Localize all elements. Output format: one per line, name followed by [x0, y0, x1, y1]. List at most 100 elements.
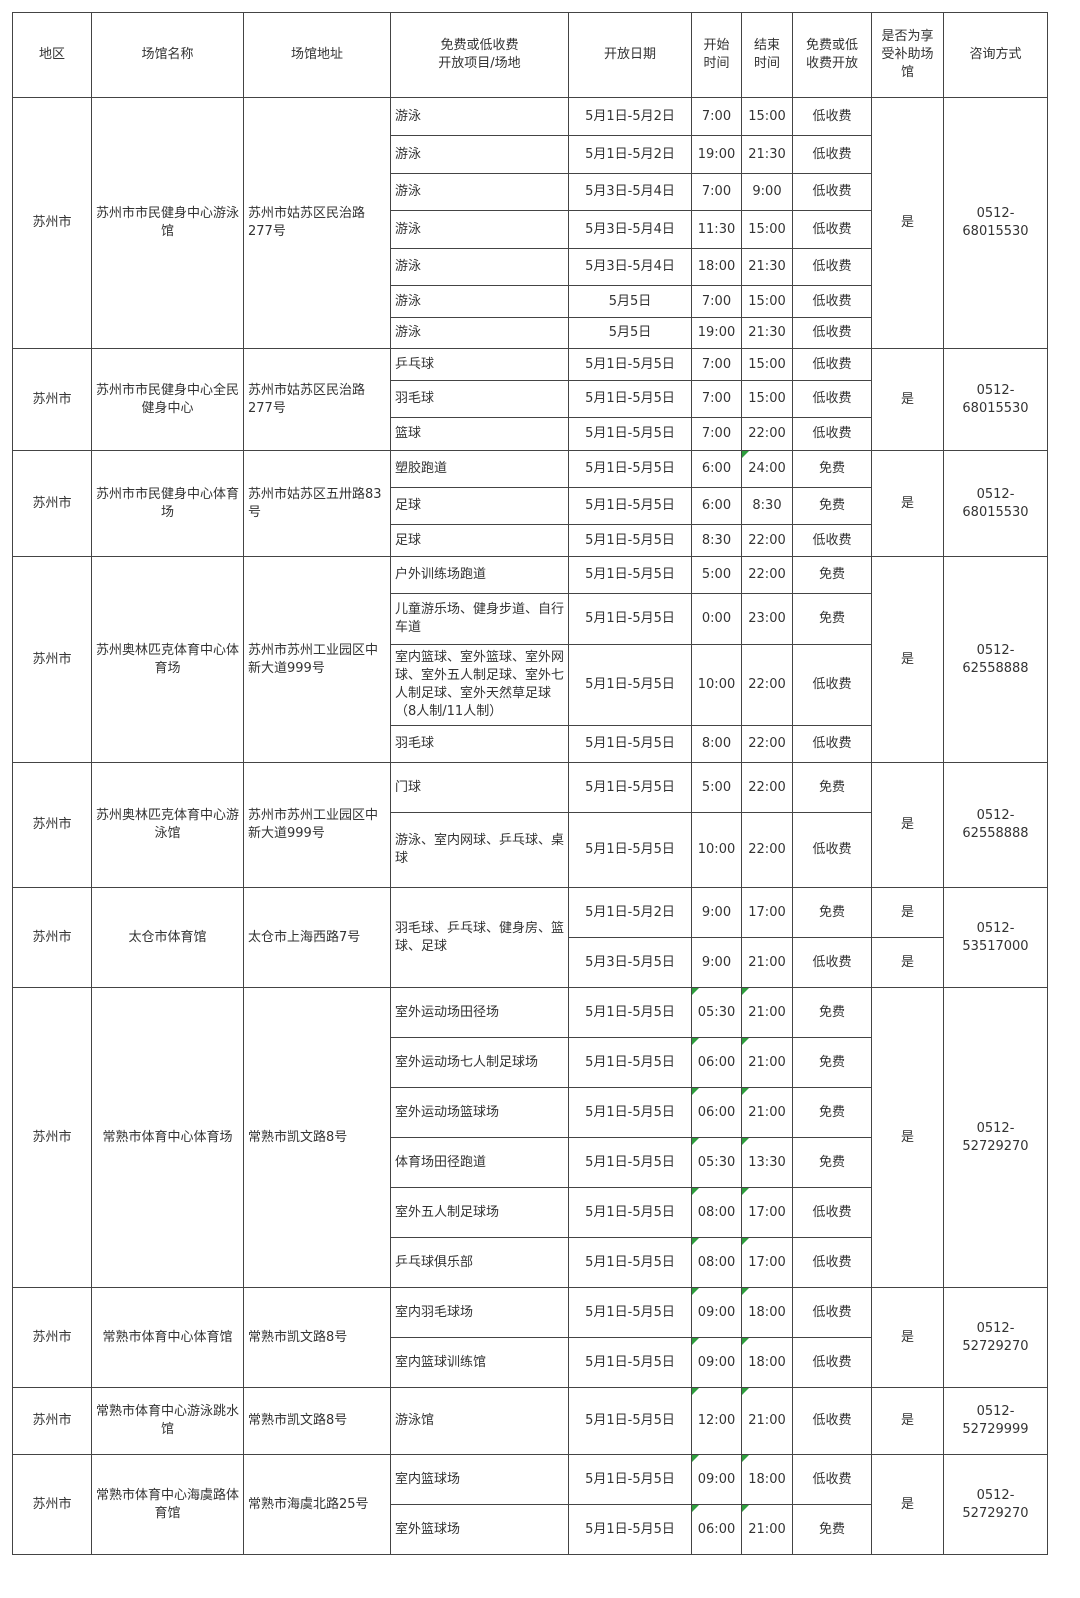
end-time-cell: 21:00	[741, 1387, 793, 1455]
venue-name-cell: 苏州市市民健身中心游泳馆	[91, 97, 244, 349]
address-cell: 常熟市凯文路8号	[243, 987, 391, 1288]
date-cell: 5月1日-5月5日	[568, 1504, 692, 1555]
fee-type-cell: 免费	[792, 887, 872, 938]
date-cell: 5月1日-5月5日	[568, 987, 692, 1038]
fee-type-cell: 低收费	[792, 173, 872, 211]
item-cell: 室内篮球、室外篮球、室外网球、室外五人制足球、室外七人制足球、室外天然草足球 （…	[390, 644, 569, 726]
start-time-cell: 6:00	[691, 487, 742, 525]
item-cell: 门球	[390, 762, 569, 813]
date-cell: 5月1日-5月5日	[568, 644, 692, 726]
header-fee-type: 免费或低 收费开放	[792, 12, 872, 98]
end-time-cell: 18:00	[741, 1337, 793, 1388]
fee-type-cell: 低收费	[792, 937, 872, 988]
start-time-cell: 06:00	[691, 1504, 742, 1555]
item-cell: 室外运动场篮球场	[390, 1087, 569, 1138]
table-row: 游泳、室内网球、乒乓球、桌球 5月1日-5月5日 10:00 22:00 低收费	[13, 812, 1048, 888]
table-row: 游泳 5月5日 19:00 21:30 低收费	[13, 317, 1048, 349]
end-time-cell: 17:00	[741, 1187, 793, 1238]
venue-name-cell: 太仓市体育馆	[91, 887, 244, 988]
end-time-cell: 24:00	[741, 450, 793, 488]
address-cell: 常熟市凯文路8号	[243, 1387, 391, 1455]
address-cell: 苏州市苏州工业园区中新大道999号	[243, 762, 391, 888]
table-row: 苏州市 苏州奥林匹克体育中心游泳馆 苏州市苏州工业园区中新大道999号 门球 5月1日-…	[12, 762, 1048, 888]
item-cell: 羽毛球	[390, 380, 569, 418]
item-cell: 室外篮球场	[390, 1504, 569, 1555]
table-row: 游泳 5月3日-5月4日 18:00 21:30 低收费	[13, 248, 1048, 286]
item-cell: 室外运动场田径场	[390, 987, 569, 1038]
fee-type-cell: 低收费	[792, 1454, 872, 1505]
item-cell: 篮球	[390, 417, 569, 451]
region-cell: 苏州市	[12, 450, 92, 557]
region-cell: 苏州市	[12, 556, 92, 763]
date-cell: 5月1日-5月5日	[568, 1037, 692, 1088]
start-time-cell: 9:00	[691, 937, 742, 988]
start-time-cell: 8:30	[691, 524, 742, 557]
start-time-cell: 7:00	[691, 348, 742, 381]
table-row: 室内篮球、室外篮球、室外网球、室外五人制足球、室外七人制足球、室外天然草足球 （…	[13, 644, 1048, 726]
item-cell: 室外运动场七人制足球场	[390, 1037, 569, 1088]
item-cell: 游泳	[390, 97, 569, 136]
start-time-cell: 9:00	[691, 887, 742, 938]
table-row: 苏州市 苏州市市民健身中心全民健身中心 苏州市姑苏区民治路277号 乒乓球 5月1日-5…	[12, 348, 1048, 451]
date-cell: 5月1日-5月2日	[568, 135, 692, 174]
end-time-cell: 22:00	[741, 644, 793, 726]
date-cell: 5月1日-5月5日	[568, 593, 692, 645]
start-time-cell: 7:00	[691, 97, 742, 136]
header-items: 免费或低收费 开放项目/场地	[390, 12, 569, 98]
contact-cell: 0512-68015530	[943, 348, 1048, 451]
item-cell: 羽毛球	[390, 725, 569, 763]
fee-type-cell: 免费	[792, 487, 872, 525]
venue-name-cell: 苏州市市民健身中心全民健身中心	[91, 348, 244, 451]
date-cell: 5月1日-5月5日	[568, 762, 692, 813]
item-cell: 羽毛球、乒乓球、健身房、篮球、足球	[390, 887, 569, 988]
end-time-cell: 18:00	[741, 1454, 793, 1505]
contact-cell: 0512-52729270	[943, 1454, 1048, 1555]
venue-name-cell: 苏州市市民健身中心体育场	[91, 450, 244, 557]
venue-name-cell: 常熟市体育中心海虞路体育馆	[91, 1454, 244, 1555]
subsidized-cell: 是	[871, 937, 944, 988]
start-time-cell: 09:00	[691, 1454, 742, 1505]
region-cell: 苏州市	[12, 1287, 92, 1388]
date-cell: 5月1日-5月5日	[568, 450, 692, 488]
fee-type-cell: 免费	[792, 987, 872, 1038]
fee-type-cell: 低收费	[792, 135, 872, 174]
start-time-cell: 06:00	[691, 1037, 742, 1088]
fee-type-cell: 免费	[792, 1137, 872, 1188]
subsidized-cell: 是	[871, 348, 944, 451]
subsidized-cell: 是	[871, 1454, 944, 1555]
subsidized-cell: 是	[871, 450, 944, 557]
contact-cell: 0512-53517000	[943, 887, 1048, 988]
header-end-time: 结束 时间	[741, 12, 793, 98]
venue-name-cell: 常熟市体育中心体育场	[91, 987, 244, 1288]
table-row: 羽毛球 5月1日-5月5日 8:00 22:00 低收费	[13, 725, 1048, 763]
table-row: 室内篮球训练馆 5月1日-5月5日 09:00 18:00 低收费	[13, 1337, 1048, 1388]
region-cell: 苏州市	[12, 1387, 92, 1455]
contact-cell: 0512-62558888	[943, 556, 1048, 763]
table-row: 苏州市 太仓市体育馆 太仓市上海西路7号 羽毛球、乒乓球、健身房、篮球、足球 5月1日-…	[12, 887, 1048, 988]
start-time-cell: 8:00	[691, 725, 742, 763]
address-cell: 苏州市姑苏区五卅路83号	[243, 450, 391, 557]
fee-type-cell: 低收费	[792, 1187, 872, 1238]
table-row: 苏州市 苏州市市民健身中心体育场 苏州市姑苏区五卅路83号 塑胶跑道 5月1日-5月5日…	[12, 450, 1048, 557]
region-cell: 苏州市	[12, 97, 92, 349]
end-time-cell: 17:00	[741, 1237, 793, 1288]
fee-type-cell: 免费	[792, 556, 872, 594]
end-time-cell: 21:00	[741, 1504, 793, 1555]
item-cell: 游泳	[390, 210, 569, 249]
item-cell: 户外训练场跑道	[390, 556, 569, 594]
start-time-cell: 05:30	[691, 987, 742, 1038]
table-row: 室外篮球场 5月1日-5月5日 06:00 21:00 免费	[13, 1504, 1048, 1555]
venue-schedule-table: 地区 场馆名称 场馆地址 免费或低收费 开放项目/场地 开放日期 开始 时间 结束 时间 免费…	[12, 12, 1048, 1555]
date-cell: 5月1日-5月5日	[568, 725, 692, 763]
end-time-cell: 15:00	[741, 348, 793, 381]
date-cell: 5月1日-5月5日	[568, 1387, 692, 1455]
region-cell: 苏州市	[12, 348, 92, 451]
end-time-cell: 21:30	[741, 135, 793, 174]
date-cell: 5月1日-5月2日	[568, 887, 692, 938]
date-cell: 5月1日-5月5日	[568, 1287, 692, 1338]
end-time-cell: 22:00	[741, 417, 793, 451]
table-row: 室外五人制足球场 5月1日-5月5日 08:00 17:00 低收费	[13, 1187, 1048, 1238]
start-time-cell: 5:00	[691, 762, 742, 813]
date-cell: 5月1日-5月5日	[568, 380, 692, 418]
end-time-cell: 21:00	[741, 1087, 793, 1138]
